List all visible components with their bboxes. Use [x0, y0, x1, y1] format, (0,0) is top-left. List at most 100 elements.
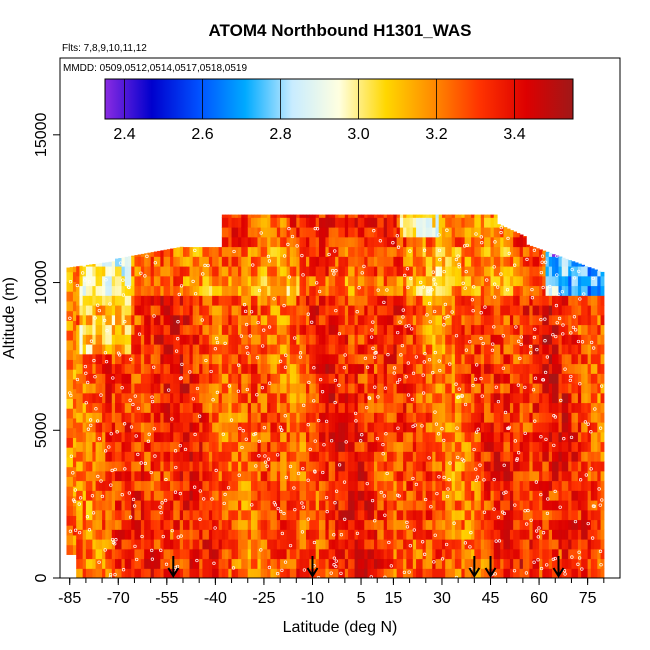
- heatmap-cell: [348, 246, 352, 257]
- heatmap-cell: [480, 353, 485, 365]
- heatmap-cell: [247, 217, 252, 228]
- heatmap-cell: [458, 480, 462, 491]
- heatmap-cell: [199, 324, 204, 335]
- heatmap-cell: [419, 285, 424, 296]
- heatmap-cell: [373, 529, 378, 540]
- heatmap-cell: [105, 529, 110, 540]
- heatmap-cell: [480, 314, 485, 326]
- heatmap-cell: [144, 314, 148, 326]
- heatmap-cell: [335, 470, 339, 482]
- heatmap-cell: [89, 422, 93, 433]
- heatmap-cell: [302, 295, 307, 306]
- heatmap-cell: [335, 285, 339, 296]
- heatmap-cell: [438, 275, 443, 287]
- heatmap-cell: [69, 398, 74, 409]
- heatmap-cell: [309, 529, 314, 540]
- heatmap-cell: [467, 480, 472, 491]
- heatmap-cell: [480, 470, 485, 482]
- heatmap-cell: [160, 344, 165, 355]
- heatmap-cell: [76, 305, 81, 316]
- heatmap-cell: [202, 314, 207, 326]
- heatmap-cell: [377, 266, 382, 277]
- heatmap-cell: [72, 505, 77, 516]
- heatmap-cell: [386, 275, 391, 287]
- heatmap-cell: [150, 500, 155, 511]
- heatmap-cell: [386, 324, 391, 335]
- heatmap-cell: [299, 227, 304, 238]
- heatmap-cell: [367, 441, 372, 452]
- heatmap-cell: [215, 568, 220, 578]
- heatmap-cell: [195, 247, 200, 257]
- heatmap-cell: [377, 314, 382, 326]
- heatmap-cell: [186, 256, 191, 267]
- heatmap-cell: [108, 412, 113, 423]
- heatmap-cell: [205, 275, 210, 287]
- heatmap-cell: [121, 373, 126, 384]
- heatmap-cell: [234, 373, 239, 384]
- heatmap-cell: [312, 490, 317, 501]
- heatmap-cell: [118, 363, 123, 374]
- heatmap-cell: [396, 392, 401, 404]
- heatmap-cell: [464, 509, 469, 521]
- heatmap-cell: [95, 480, 100, 491]
- heatmap-cell: [250, 539, 255, 550]
- heatmap-cell: [454, 509, 459, 521]
- heatmap-cell: [215, 480, 220, 491]
- heatmap-cell: [403, 236, 407, 248]
- heatmap-cell: [312, 509, 317, 521]
- heatmap-cell: [76, 441, 81, 452]
- heatmap-cell: [98, 558, 103, 569]
- heatmap-cell: [471, 227, 475, 238]
- heatmap-cell: [250, 568, 255, 578]
- heatmap-cell: [422, 353, 427, 365]
- heatmap-cell: [484, 412, 488, 423]
- heatmap-cell: [218, 314, 223, 326]
- heatmap-cell: [137, 363, 142, 374]
- heatmap-cell: [163, 392, 168, 404]
- heatmap-cell: [445, 275, 450, 287]
- heatmap-cell: [409, 548, 414, 560]
- heatmap-cell: [500, 558, 505, 569]
- heatmap-cell: [147, 461, 152, 472]
- heatmap-cell: [445, 266, 450, 277]
- heatmap-cell: [403, 383, 407, 394]
- heatmap-cell: [325, 227, 330, 238]
- heatmap-cell: [318, 451, 323, 462]
- heatmap-cell: [454, 217, 459, 228]
- heatmap-cell: [367, 490, 372, 501]
- heatmap-cell: [309, 392, 314, 404]
- heatmap-cell: [484, 324, 488, 335]
- heatmap-cell: [118, 470, 123, 482]
- heatmap-cell: [487, 344, 492, 355]
- heatmap-cell: [412, 363, 417, 374]
- heatmap-cell: [244, 295, 249, 306]
- heatmap-cell: [380, 480, 385, 491]
- heatmap-cell: [140, 461, 145, 472]
- heatmap-cell: [474, 412, 479, 423]
- heatmap-cell: [432, 568, 437, 578]
- heatmap-cell: [276, 519, 281, 530]
- heatmap-cell: [124, 539, 129, 550]
- heatmap-cell: [318, 529, 323, 540]
- heatmap-cell: [367, 266, 372, 277]
- heatmap-cell: [432, 363, 437, 374]
- heatmap-cell: [199, 412, 204, 423]
- heatmap-cell: [280, 373, 284, 384]
- heatmap-cell: [296, 490, 301, 501]
- heatmap-cell: [102, 402, 106, 413]
- heatmap-cell: [458, 519, 462, 530]
- heatmap-cell: [153, 568, 158, 578]
- heatmap-cell: [412, 266, 417, 277]
- heatmap-cell: [503, 383, 508, 394]
- heatmap-cell: [500, 441, 505, 452]
- heatmap-cell: [263, 246, 268, 257]
- heatmap-cell: [192, 334, 197, 345]
- heatmap-cell: [250, 441, 255, 452]
- heatmap-cell: [461, 334, 466, 345]
- heatmap-cell: [364, 490, 369, 501]
- heatmap-cell: [241, 285, 246, 296]
- heatmap-cell: [490, 461, 495, 472]
- heatmap-cell: [299, 470, 304, 482]
- heatmap-cell: [183, 480, 187, 491]
- heatmap-cell: [312, 470, 317, 482]
